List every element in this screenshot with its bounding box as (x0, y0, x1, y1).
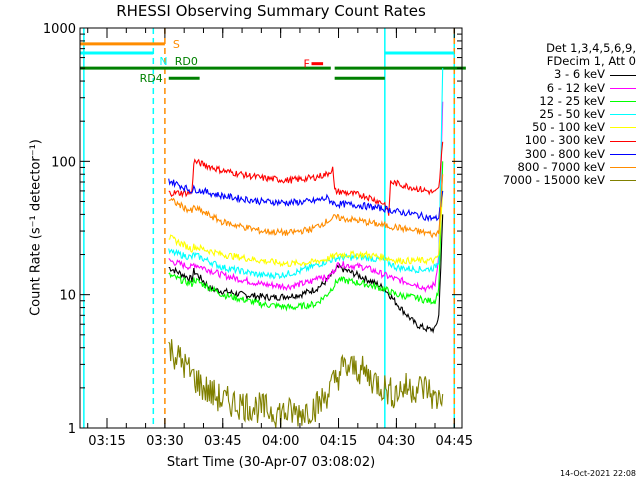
x-tick-label-0445: 04:45 (436, 434, 473, 449)
legend-entry: 25 - 50 keV (470, 107, 636, 122)
annotation-label-n: N (159, 55, 167, 68)
legend-entry: 6 - 12 keV (470, 80, 636, 95)
legend-swatch (610, 166, 636, 168)
series-line-100to300keV-kev (168, 141, 444, 216)
legend-swatch (610, 114, 636, 116)
legend-entry: 50 - 100 keV (470, 121, 636, 134)
y-tick-label-100: 100 (51, 155, 76, 170)
series-line-6to12keV-kev (168, 101, 444, 294)
legend-entry-label: 6 - 12 keV (546, 80, 605, 95)
annotation-label-rd0: RD0 (175, 55, 198, 68)
series-line-800to7000keV-kev (168, 174, 444, 239)
legend-swatch (610, 180, 636, 182)
x-axis-label: Start Time (30-Apr-07 03:08:02) (166, 455, 376, 470)
legend-entry: 300 - 800 keV (470, 146, 636, 161)
x-tick-label-0430: 04:30 (378, 434, 415, 449)
legend-entry-label: 300 - 800 keV (524, 146, 605, 161)
x-tick-label-0315: 03:15 (88, 434, 125, 449)
annotation-label-f: F (304, 58, 310, 71)
y-tick-label-10: 10 (59, 289, 76, 304)
y-axis-label: Count Rate (s⁻¹ detector⁻¹) (28, 139, 44, 316)
timestamp: 14-Oct-2021 22:08 (560, 469, 636, 478)
legend-entry: 100 - 300 keV (470, 134, 636, 147)
legend-entry: 12 - 25 keV (470, 93, 636, 108)
legend-header-line: Det 1,3,4,5,6,9, (546, 41, 636, 55)
legend-entry-label: 3 - 6 keV (554, 67, 605, 82)
plot-frame (79, 27, 463, 429)
x-tick-label-0345: 03:45 (204, 434, 241, 449)
series-line-25to50keV-kev (168, 68, 444, 280)
legend-swatch (610, 153, 636, 155)
legend-entry-label: 100 - 300 keV (524, 133, 605, 148)
x-tick-label-0415: 04:15 (320, 434, 357, 449)
legend-entry-label: 800 - 7000 keV (517, 159, 605, 174)
legend-entry: 3 - 6 keV (470, 68, 636, 81)
legend-swatch (610, 140, 636, 142)
legend-swatch (610, 127, 636, 129)
y-tick-label-1: 1 (68, 422, 76, 437)
legend-entry: 7000 - 15000 keV (470, 173, 636, 188)
legend-swatch (610, 87, 636, 89)
legend-swatch (610, 74, 636, 76)
chart-title: RHESSI Observing Summary Count Rates (116, 2, 426, 20)
series-line-7000to15000keV-kev (168, 339, 444, 428)
series-line-3to6keV-kev (168, 214, 444, 334)
legend-entry-label: 12 - 25 keV (539, 93, 605, 108)
series-line-12to25keV-kev (168, 161, 444, 312)
x-tick-label-0330: 03:30 (146, 434, 183, 449)
x-tick-label-0400: 04:00 (262, 434, 299, 449)
series-line-300to800keV-kev (168, 178, 444, 223)
legend-entry: 800 - 7000 keV (470, 159, 636, 174)
annotation-label-rd4: RD4 (140, 72, 163, 85)
legend-entry-label: 25 - 50 keV (539, 107, 605, 122)
legend-header-line: FDecim 1, Att 0 (546, 54, 636, 69)
series-line-50to100keV-kev (168, 190, 444, 268)
legend-entry-label: 50 - 100 keV (532, 120, 605, 135)
legend-entry-label: 7000 - 15000 keV (502, 173, 605, 188)
annotation-label-s: S (173, 38, 180, 51)
y-tick-label-1000: 1000 (43, 22, 76, 37)
legend-swatch (610, 100, 636, 102)
